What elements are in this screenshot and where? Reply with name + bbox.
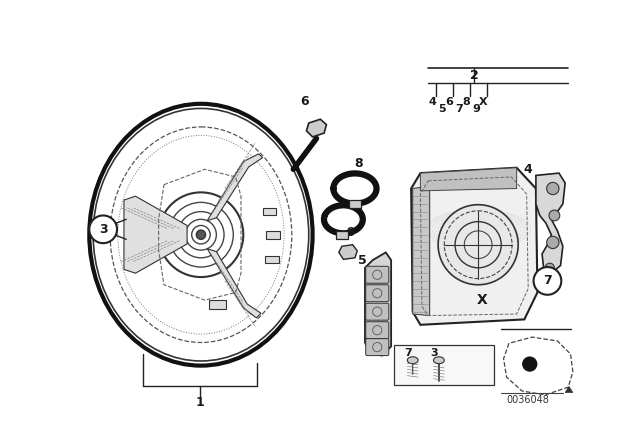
Text: 8: 8 bbox=[355, 157, 363, 170]
Circle shape bbox=[549, 210, 560, 221]
Polygon shape bbox=[420, 168, 516, 191]
Circle shape bbox=[523, 357, 537, 371]
Text: 4: 4 bbox=[524, 163, 532, 176]
Bar bbox=[394, 345, 494, 385]
Text: 6: 6 bbox=[445, 96, 454, 107]
Bar bbox=[336, 231, 348, 238]
Polygon shape bbox=[207, 249, 261, 318]
Ellipse shape bbox=[433, 357, 444, 364]
FancyBboxPatch shape bbox=[365, 266, 389, 283]
Text: 0036048: 0036048 bbox=[507, 395, 550, 405]
FancyBboxPatch shape bbox=[365, 285, 389, 302]
Text: 4: 4 bbox=[429, 96, 436, 107]
Text: 7: 7 bbox=[404, 348, 412, 358]
Text: 8: 8 bbox=[463, 96, 470, 107]
Text: 9: 9 bbox=[472, 104, 480, 114]
Circle shape bbox=[534, 267, 561, 295]
Bar bbox=[349, 200, 361, 208]
Text: X: X bbox=[479, 96, 488, 107]
Bar bbox=[265, 255, 279, 263]
Text: 5: 5 bbox=[358, 254, 367, 267]
Text: 3: 3 bbox=[431, 348, 438, 358]
FancyBboxPatch shape bbox=[365, 303, 389, 320]
Text: 9: 9 bbox=[347, 226, 355, 239]
Text: X: X bbox=[477, 293, 488, 307]
Text: 2: 2 bbox=[470, 69, 479, 82]
Circle shape bbox=[90, 215, 117, 243]
Text: 3: 3 bbox=[99, 223, 108, 236]
Ellipse shape bbox=[407, 357, 418, 364]
Text: 7: 7 bbox=[543, 275, 552, 288]
Polygon shape bbox=[413, 186, 429, 315]
Text: 6: 6 bbox=[301, 95, 309, 108]
Polygon shape bbox=[339, 245, 357, 259]
Bar bbox=[266, 231, 280, 238]
Polygon shape bbox=[536, 173, 565, 273]
FancyBboxPatch shape bbox=[365, 339, 389, 356]
Polygon shape bbox=[124, 196, 187, 273]
Circle shape bbox=[196, 230, 205, 239]
Polygon shape bbox=[411, 168, 538, 325]
Circle shape bbox=[438, 205, 518, 285]
Polygon shape bbox=[307, 119, 326, 137]
Circle shape bbox=[547, 182, 559, 195]
Circle shape bbox=[545, 263, 554, 272]
Bar bbox=[209, 300, 225, 310]
Circle shape bbox=[547, 236, 559, 249]
Bar bbox=[262, 208, 276, 215]
Polygon shape bbox=[365, 252, 391, 356]
Text: 1: 1 bbox=[196, 396, 205, 409]
Polygon shape bbox=[565, 386, 573, 392]
Text: 5: 5 bbox=[438, 104, 446, 114]
Text: 7: 7 bbox=[455, 104, 463, 114]
FancyBboxPatch shape bbox=[365, 322, 389, 339]
Polygon shape bbox=[207, 154, 262, 221]
